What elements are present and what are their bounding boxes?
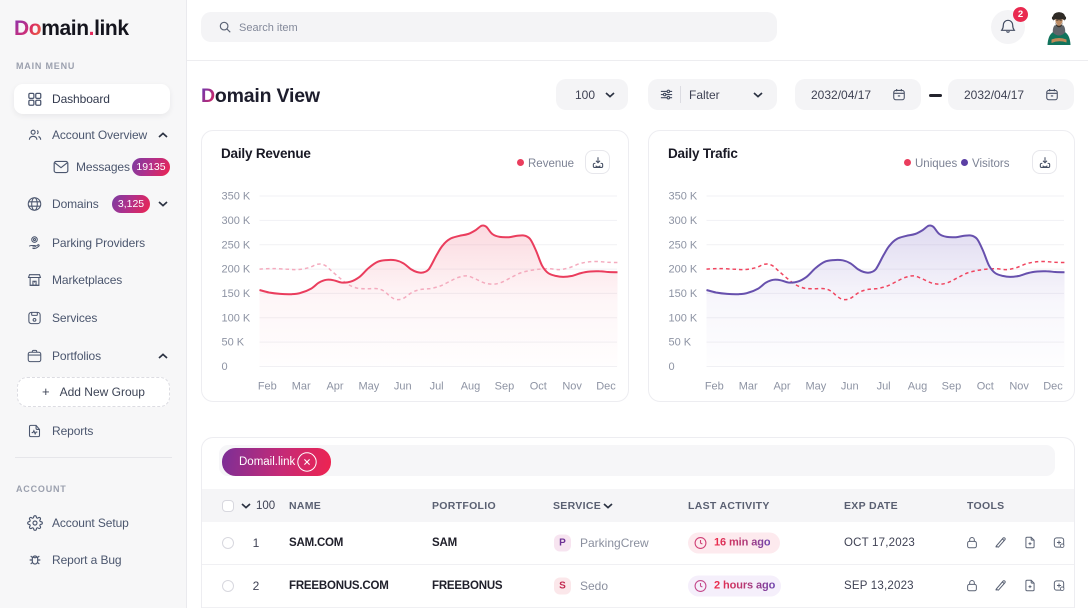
svg-text:50 K: 50 K xyxy=(222,337,245,349)
svg-text:350 K: 350 K xyxy=(669,191,698,203)
svg-text:250 K: 250 K xyxy=(669,239,698,251)
svg-text:Nov: Nov xyxy=(1009,381,1029,393)
svg-text:Dec: Dec xyxy=(1043,381,1063,393)
svg-text:100 K: 100 K xyxy=(222,312,251,324)
svg-text:Apr: Apr xyxy=(773,381,790,393)
svg-text:Oct: Oct xyxy=(530,381,547,393)
svg-text:0: 0 xyxy=(669,361,675,373)
svg-text:Oct: Oct xyxy=(977,381,994,393)
svg-text:50 K: 50 K xyxy=(669,337,692,349)
svg-text:Jun: Jun xyxy=(394,381,412,393)
svg-text:Jul: Jul xyxy=(430,381,444,393)
svg-text:Mar: Mar xyxy=(739,381,758,393)
svg-text:150 K: 150 K xyxy=(222,288,251,300)
svg-text:Aug: Aug xyxy=(461,381,481,393)
svg-text:Apr: Apr xyxy=(326,381,343,393)
svg-text:Sep: Sep xyxy=(495,381,515,393)
svg-text:Feb: Feb xyxy=(705,381,724,393)
svg-text:200 K: 200 K xyxy=(669,264,698,276)
svg-text:Jun: Jun xyxy=(841,381,859,393)
svg-text:150 K: 150 K xyxy=(669,288,698,300)
svg-text:Jul: Jul xyxy=(877,381,891,393)
svg-text:0: 0 xyxy=(222,361,228,373)
svg-text:300 K: 300 K xyxy=(669,215,698,227)
svg-text:Mar: Mar xyxy=(292,381,311,393)
svg-text:Sep: Sep xyxy=(942,381,962,393)
svg-text:Dec: Dec xyxy=(596,381,616,393)
svg-text:300 K: 300 K xyxy=(222,215,251,227)
svg-text:May: May xyxy=(359,381,380,393)
svg-text:Nov: Nov xyxy=(562,381,582,393)
svg-text:200 K: 200 K xyxy=(222,264,251,276)
svg-text:Aug: Aug xyxy=(908,381,928,393)
svg-text:Feb: Feb xyxy=(258,381,277,393)
svg-text:250 K: 250 K xyxy=(222,239,251,251)
svg-text:100 K: 100 K xyxy=(669,312,698,324)
svg-text:350 K: 350 K xyxy=(222,191,251,203)
svg-text:May: May xyxy=(806,381,827,393)
